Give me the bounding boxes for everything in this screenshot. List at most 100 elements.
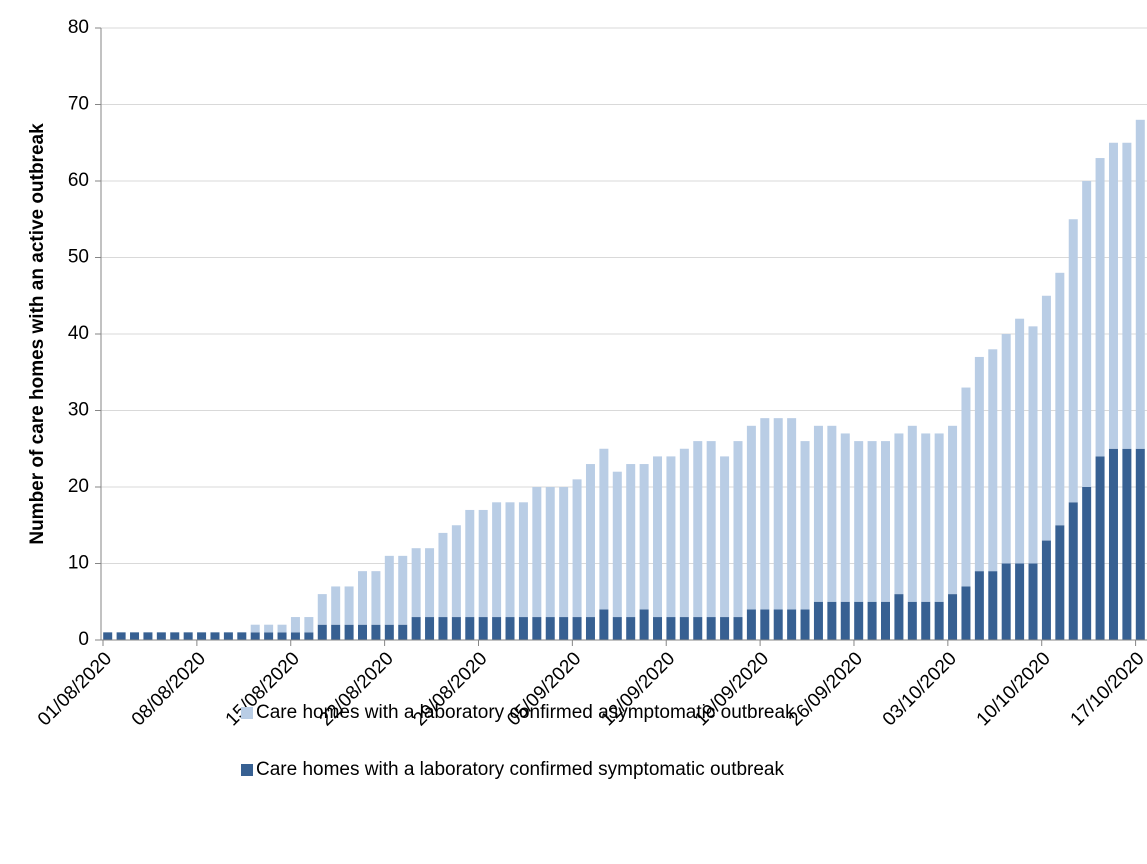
bar-segment: [760, 418, 770, 610]
bar-segment: [156, 632, 166, 640]
bar-segment: [572, 617, 582, 640]
bar-segment: [290, 617, 300, 633]
bar-segment: [304, 617, 314, 633]
bar-segment: [1041, 540, 1051, 640]
bar-segment: [532, 617, 542, 640]
bar-segment: [304, 632, 314, 640]
bar-segment: [746, 609, 756, 640]
bar-segment: [773, 609, 783, 640]
bar-segment: [907, 601, 917, 640]
bar-segment: [1028, 326, 1038, 564]
bar-segment: [451, 617, 461, 640]
bar-segment: [559, 487, 569, 618]
bar-segment: [1122, 448, 1132, 640]
bar-segment: [720, 456, 730, 618]
bar-segment: [331, 624, 341, 640]
bar-segment: [1055, 272, 1065, 526]
bar-segment: [505, 502, 515, 618]
x-tick-label: 03/10/2020: [879, 648, 961, 730]
bar-segment: [653, 617, 663, 640]
bar-segment: [612, 471, 622, 618]
bar-segment: [1082, 181, 1092, 487]
bar-segment: [800, 441, 810, 610]
bar-segment: [545, 617, 555, 640]
bar-segment: [103, 632, 113, 640]
bar-segment: [518, 617, 528, 640]
x-tick-label: 08/08/2020: [128, 648, 210, 730]
bar-segment: [290, 632, 300, 640]
bar-segment: [881, 441, 890, 602]
bar-segment: [384, 624, 394, 640]
bar-segment: [264, 632, 274, 640]
bar-segment: [1068, 219, 1078, 503]
y-tick-label: 10: [68, 553, 89, 574]
bar-segment: [358, 571, 367, 625]
bar-segment: [438, 617, 448, 640]
bar-segment: [1041, 295, 1051, 541]
bar-segment: [384, 555, 394, 625]
bar-segment: [612, 617, 622, 640]
y-tick-label: 20: [68, 476, 89, 497]
bar-segment: [505, 617, 515, 640]
bar-segment: [518, 502, 528, 618]
bar-segment: [599, 609, 609, 640]
bar-segment: [1001, 563, 1011, 640]
x-tick-label: 26/09/2020: [785, 648, 867, 730]
bar-segment: [881, 601, 890, 640]
bar-segment: [706, 617, 716, 640]
bar-segment: [1068, 502, 1078, 640]
bar-segment: [277, 632, 287, 640]
bar-segment: [599, 448, 609, 610]
bar-segment: [478, 509, 488, 618]
bar-segment: [827, 425, 837, 602]
bar-segment: [492, 502, 502, 618]
bar-segment: [693, 617, 703, 640]
x-tick-label: 10/10/2020: [973, 648, 1055, 730]
y-axis-title: Number of care homes with an active outb…: [27, 123, 48, 545]
bar-segment: [854, 601, 864, 640]
bar-segment: [344, 586, 354, 625]
bar-segment: [827, 601, 837, 640]
bar-segment: [1135, 119, 1145, 449]
bar-segment: [894, 594, 904, 640]
bar-segment: [532, 487, 542, 618]
bar-segment: [317, 624, 327, 640]
bar-segment: [840, 601, 850, 640]
y-tick-label: 60: [68, 170, 89, 191]
bar-segment: [894, 433, 904, 595]
x-tick-label: 17/10/2020: [1067, 648, 1147, 730]
bar-segment: [720, 617, 730, 640]
bar-segment: [250, 632, 260, 640]
bar-segment: [934, 601, 944, 640]
bar-segment: [237, 632, 247, 640]
y-tick-label: 0: [78, 629, 89, 650]
bar-segment: [787, 609, 797, 640]
bar-segment: [116, 632, 126, 640]
bar-segment: [317, 594, 327, 625]
bar-segment: [223, 632, 233, 640]
bar-segment: [371, 571, 381, 625]
bar-segment: [907, 425, 917, 602]
y-tick-label: 50: [68, 247, 89, 268]
legend-swatch: [241, 707, 253, 719]
bar-segment: [787, 418, 797, 610]
bar-segment: [1135, 448, 1145, 640]
bar-segment: [465, 617, 475, 640]
bar-segment: [398, 555, 408, 625]
bar-segment: [934, 433, 944, 602]
bar-segment: [773, 418, 783, 610]
bar-segment: [250, 624, 260, 633]
bar-segment: [626, 617, 636, 640]
bar-segment: [1055, 525, 1065, 640]
bar-segment: [277, 624, 287, 633]
bar-segment: [1108, 142, 1118, 449]
bar-segment: [210, 632, 220, 640]
bar-segment: [679, 448, 689, 618]
bar-segment: [679, 617, 689, 640]
bar-segment: [572, 479, 582, 618]
bar-segment: [760, 609, 770, 640]
y-tick-label: 30: [68, 400, 89, 421]
bar-segment: [264, 624, 274, 633]
bar-segment: [961, 586, 971, 640]
